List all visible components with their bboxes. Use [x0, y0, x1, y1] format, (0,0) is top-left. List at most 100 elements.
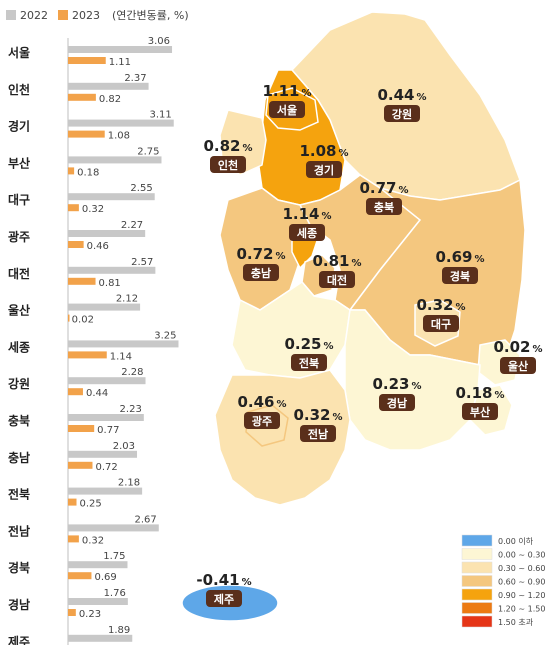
map-region-value: 1.14%	[282, 205, 331, 223]
scale-label: 0.00 ~ 0.30	[498, 551, 545, 560]
map-region-name: 경기	[314, 163, 334, 177]
map-region-value-number: 0.81	[312, 252, 349, 270]
map-region-name: 충북	[374, 200, 394, 214]
map-region-value: 0.32%	[416, 296, 465, 314]
bar-2023	[68, 498, 77, 506]
bar-2022-value-label: 2.37	[124, 73, 146, 84]
bar-2022-value-label: 2.67	[135, 514, 157, 525]
bar-2023	[68, 535, 79, 543]
scale-label: 0.90 ~ 1.20	[498, 591, 545, 600]
scale-swatch	[461, 575, 493, 587]
map-region-value: 0.82%	[203, 137, 252, 155]
bar-2023-value-label: 0.32	[82, 204, 104, 215]
map-region-value: 0.25%	[284, 335, 333, 353]
map-region-value: -0.41%	[196, 571, 251, 589]
bar-2022	[68, 340, 179, 348]
map-region-badge	[206, 590, 242, 607]
map-region-name: 서울	[277, 103, 297, 117]
bar-2023-value-label: 0.25	[80, 499, 102, 510]
map-region-value-number: 1.11	[262, 82, 299, 100]
bar-category-label: 제주	[8, 635, 30, 645]
map-region-name: 경북	[450, 269, 470, 283]
map-region-name: 인천	[218, 158, 238, 172]
legend-label-2022: 2022	[20, 8, 48, 22]
map-region-value-number: -0.41	[196, 571, 239, 589]
map-region-badge	[300, 425, 336, 442]
bar-2023-value-label: 0.81	[99, 278, 121, 289]
map-region-badge	[244, 412, 280, 429]
map-region-badge	[384, 105, 420, 122]
map-region-value-number: 1.08	[299, 142, 336, 160]
map-region-value-number: 0.46	[237, 393, 274, 411]
bar-category-label: 강원	[8, 377, 30, 391]
bar-2022-value-label: 2.57	[131, 257, 153, 268]
scale-swatch	[461, 615, 493, 628]
bar-category-label: 인천	[8, 82, 30, 97]
bar-2022	[68, 82, 149, 90]
bar-2022-value-label: 2.28	[121, 367, 143, 378]
map-region-value: 0.23%	[372, 375, 421, 393]
scale-label: 1.50 초과	[498, 618, 534, 627]
bar-2023	[68, 388, 83, 396]
map-region-value-unit: %	[276, 399, 286, 410]
map-region-value-number: 0.18	[455, 384, 492, 402]
bar-2023-value-label: 0.72	[95, 462, 117, 473]
bar-2022-value-label: 1.76	[104, 588, 126, 599]
bar-category-label: 광주	[8, 229, 30, 244]
bar-2022-value-label: 2.03	[113, 441, 135, 452]
map-region-value-number: 0.02	[493, 338, 530, 356]
bar-category-label: 충남	[8, 450, 30, 465]
map-region-value: 0.02%	[493, 338, 542, 356]
map-region-value-number: 1.14	[282, 205, 319, 223]
map-region-name: 울산	[508, 359, 528, 373]
map-region-badge	[306, 161, 342, 178]
map-region-badge	[210, 156, 246, 173]
legend-swatch-2022	[6, 10, 16, 20]
bar-2022-value-label: 2.23	[120, 404, 142, 415]
bar-2022	[68, 156, 162, 164]
map-region-value-number: 0.44	[377, 86, 414, 104]
map-region-value-unit: %	[455, 302, 465, 313]
map-region-value: 0.69%	[435, 248, 484, 266]
bar-category-label: 서울	[8, 45, 30, 60]
bar-2023	[68, 609, 76, 616]
scale-label: 1.20 ~ 1.50	[498, 605, 545, 614]
map-region-value: 1.11%	[262, 82, 311, 100]
bar-2022-value-label: 3.11	[149, 110, 171, 121]
map-region-value-unit: %	[532, 344, 542, 355]
bar-2022	[68, 230, 146, 237]
map-region-value: 0.32%	[293, 406, 342, 424]
scale-swatch	[461, 534, 493, 547]
map-region-value-number: 0.77	[359, 179, 396, 197]
bar-2022	[68, 414, 144, 421]
bar-category-label: 전남	[8, 523, 30, 538]
bar-2022-value-label: 2.18	[118, 478, 140, 489]
map-region-value-unit: %	[242, 577, 252, 588]
bar-2022	[68, 377, 146, 385]
bar-2022	[68, 598, 128, 605]
bar-2022-value-label: 2.75	[137, 146, 159, 157]
bar-2022-value-label: 2.55	[130, 183, 152, 194]
map-region-value-number: 0.82	[203, 137, 240, 155]
map-region-name: 충남	[251, 266, 271, 280]
legend-item-2023: 2023	[58, 9, 100, 22]
scale-swatch	[461, 602, 493, 614]
map-region-name: 대구	[431, 317, 451, 331]
bar-2023-value-label: 1.14	[110, 351, 132, 362]
bar-2023	[68, 461, 93, 469]
map-region-value: 1.08%	[299, 142, 348, 160]
bar-2022	[68, 266, 156, 274]
bar-2022	[68, 634, 133, 642]
map-region-value-number: 0.72	[236, 245, 273, 263]
bar-2023	[68, 572, 92, 580]
legend-unit-note: (연간변동률, %)	[112, 9, 189, 22]
bar-category-label: 경북	[8, 561, 30, 575]
scale-swatch	[461, 588, 493, 601]
map-region-value-unit: %	[351, 258, 361, 269]
map-region-value-unit: %	[323, 341, 333, 352]
bar-2023-value-label: 0.46	[87, 241, 109, 252]
bar-category-label: 충북	[8, 413, 30, 428]
map-region-value-unit: %	[321, 211, 331, 222]
bar-2023-value-label: 0.02	[72, 315, 94, 326]
